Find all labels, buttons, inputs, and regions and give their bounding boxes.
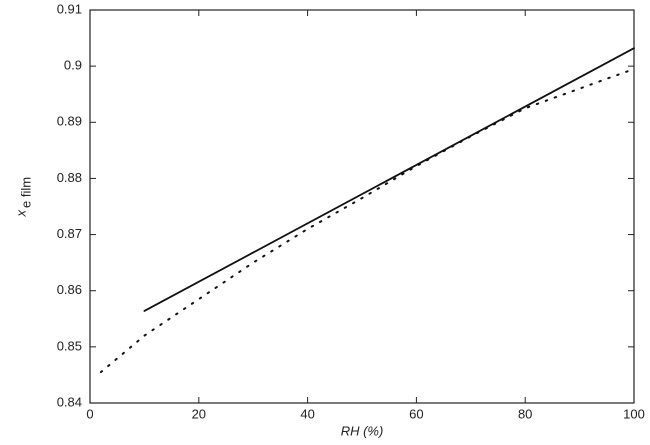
y-axis-label-subscript: e film: [18, 177, 33, 208]
y-axis-label: x e film: [13, 177, 33, 218]
plot-frame: [89, 9, 635, 404]
y-tick-label: 0.89: [57, 114, 82, 129]
y-tick-label: 0.85: [57, 338, 82, 353]
x-tick-label: 80: [518, 406, 532, 421]
x-tick-label: 40: [300, 406, 314, 421]
x-tick-label: 60: [409, 406, 423, 421]
y-tick-label: 0.84: [57, 394, 82, 409]
data-line: [143, 47, 635, 312]
x-tick-label: 20: [192, 406, 206, 421]
y-tick-label: 0.9: [64, 58, 82, 73]
x-tick-label: 0: [86, 406, 93, 421]
y-tick-label: 0.91: [57, 1, 82, 16]
y-tick-label: 0.86: [57, 282, 82, 297]
x-tick-label: 100: [623, 406, 645, 421]
y-axis-label-main: x: [13, 210, 28, 218]
y-tick-label: 0.88: [57, 170, 82, 185]
data-line: [99, 67, 635, 374]
x-axis-label: RH (%): [341, 423, 384, 438]
y-tick-label: 0.87: [57, 226, 82, 241]
